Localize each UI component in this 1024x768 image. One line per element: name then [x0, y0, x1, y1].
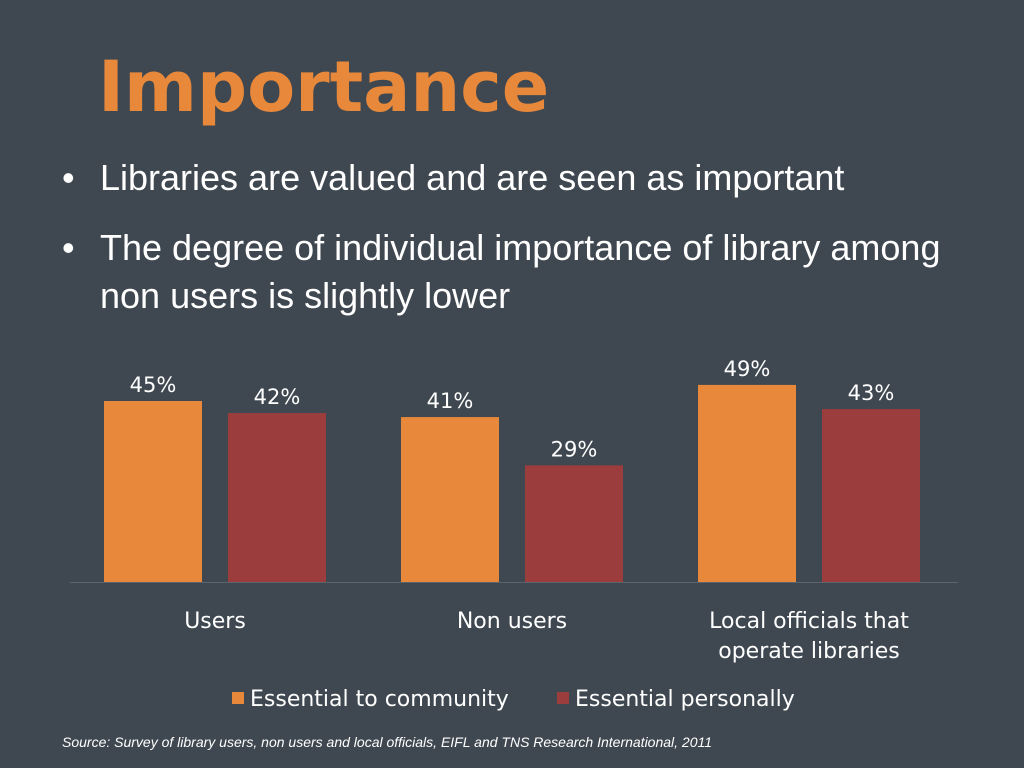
data-label: 49%	[724, 357, 771, 381]
data-label: 43%	[848, 381, 895, 405]
legend-label: Essential to community	[250, 687, 509, 712]
bar-personally-0	[228, 413, 326, 582]
bullet-marker: •	[62, 157, 75, 198]
data-label: 45%	[130, 373, 177, 397]
slide-title: Importance	[98, 46, 550, 128]
bar-personally-1	[525, 465, 623, 582]
source-note: Source: Survey of library users, non use…	[62, 734, 713, 750]
legend: Essential to community Essential personal…	[232, 687, 795, 712]
bullet-item: • The degree of individual importance of…	[62, 224, 962, 320]
legend-label: Essential personally	[575, 687, 795, 712]
bar-personally-2	[822, 409, 920, 582]
data-label: 41%	[427, 389, 474, 413]
bar-community-2	[698, 384, 796, 582]
category-label: Users	[184, 609, 246, 634]
legend-swatch	[557, 692, 569, 704]
category-label: Non users	[457, 609, 567, 634]
bar-community-0	[104, 401, 202, 582]
bullet-marker: •	[62, 227, 75, 268]
bar-community-1	[401, 417, 499, 582]
bullet-text: The degree of individual importance of l…	[100, 227, 941, 316]
legend-swatch	[232, 692, 244, 704]
data-label: 29%	[551, 437, 598, 461]
bars-group	[104, 384, 920, 582]
bullet-text: Libraries are valued and are seen as imp…	[100, 157, 845, 198]
value-labels-group: 45% 41% 49% 42% 29% 43%	[130, 357, 895, 461]
category-label: Local officials that operate libraries	[709, 609, 909, 664]
bullet-item: • Libraries are valued and are seen as i…	[62, 154, 962, 202]
category-labels-group: Users Non users Local officials that operat…	[184, 609, 909, 664]
data-label: 42%	[254, 385, 301, 409]
